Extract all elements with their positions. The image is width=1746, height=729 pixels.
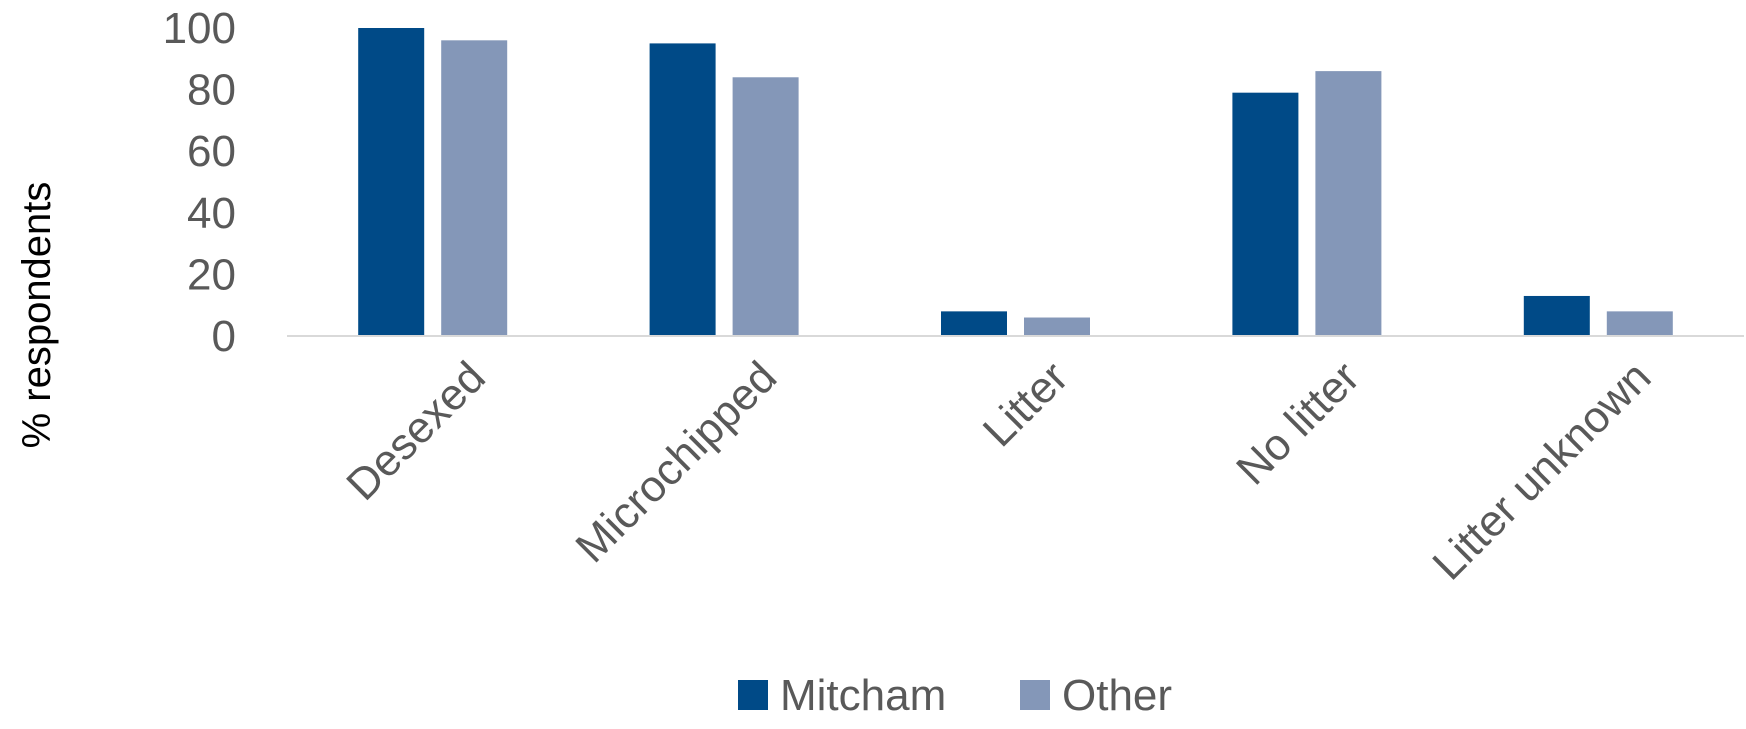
bar-mitcham: [1232, 92, 1299, 337]
legend: Mitcham Other: [738, 671, 1172, 720]
bars-group: [358, 28, 1673, 337]
y-tick-label: 80: [187, 66, 236, 115]
bar-mitcham: [1523, 295, 1590, 336]
y-axis-ticks: 0 20 40 60 80 100: [163, 4, 236, 361]
x-tick-label: Litter unknown: [1423, 352, 1660, 589]
y-tick-label: 100: [163, 4, 236, 53]
bar-other: [1606, 311, 1673, 336]
x-axis-labels: Desexed Microchipped Litter No litter Litter…: [337, 352, 1660, 589]
y-tick-label: 60: [187, 127, 236, 176]
bar-mitcham: [649, 43, 716, 337]
legend-swatch-other: [1020, 680, 1050, 710]
x-tick-label: Microchipped: [566, 352, 786, 572]
legend-label-mitcham: Mitcham: [780, 671, 946, 720]
x-tick-label: No litter: [1227, 352, 1369, 494]
bar-other: [732, 77, 799, 336]
bar-mitcham: [358, 28, 425, 336]
y-axis-title: % respondents: [15, 182, 59, 449]
y-tick-label: 40: [187, 189, 236, 238]
bar-other: [1315, 71, 1382, 337]
legend-label-other: Other: [1062, 671, 1172, 720]
x-tick-label: Desexed: [337, 352, 494, 509]
legend-swatch-mitcham: [738, 680, 768, 710]
bar-other: [1024, 317, 1090, 336]
x-tick-label: Litter: [974, 352, 1078, 456]
y-tick-label: 0: [212, 312, 236, 361]
bar-mitcham: [941, 311, 1007, 336]
bar-other: [441, 40, 508, 336]
y-tick-label: 20: [187, 250, 236, 299]
